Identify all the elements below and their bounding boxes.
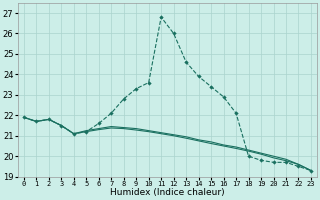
X-axis label: Humidex (Indice chaleur): Humidex (Indice chaleur) — [110, 188, 225, 197]
